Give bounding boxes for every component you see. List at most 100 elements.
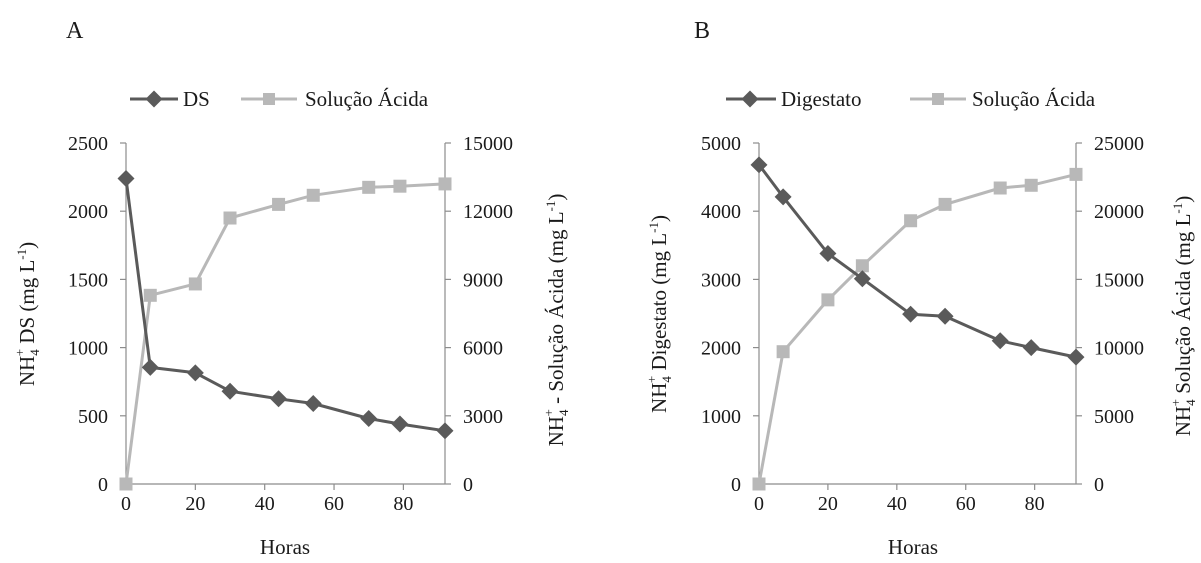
left-tick-label: 1500 [68, 269, 108, 291]
data-point-solucao-acida [272, 197, 286, 211]
right-tick-label: 10000 [1094, 338, 1144, 360]
right-tick-label: 12000 [463, 201, 513, 223]
left-tick-label: 0 [98, 474, 108, 496]
data-point-solucao-acida [119, 477, 133, 491]
data-point-solucao-acida [821, 293, 835, 307]
left-tick-label: 0 [731, 474, 741, 496]
data-point-solucao-acida [1024, 178, 1038, 192]
data-point-digestato [1067, 348, 1085, 366]
x-tick-label: 40 [887, 493, 907, 515]
left-tick-label: 2500 [68, 133, 108, 155]
x-tick-label: 20 [185, 493, 205, 515]
data-point-ds [270, 390, 288, 408]
panel-a-right-ticks: 0 3000 6000 9000 12000 15000 [445, 133, 513, 496]
panel-a-left-ticks: 0 500 1000 1500 2000 2500 [68, 133, 126, 496]
series-line-solucao-acida [124, 182, 446, 485]
data-point-solucao-acida [188, 277, 202, 291]
data-point-ds [436, 422, 454, 440]
data-point-solucao-acida [855, 259, 869, 273]
right-tick-label: 9000 [463, 269, 503, 291]
data-point-digestato [1022, 339, 1040, 357]
data-point-solucao-acida [938, 197, 952, 211]
data-point-solucao-acida [306, 188, 320, 202]
panel-b-right-ticks: 0 5000 10000 15000 20000 25000 [1076, 133, 1144, 496]
right-tick-label: 25000 [1094, 133, 1144, 155]
data-point-digestato [819, 244, 837, 262]
panel-a: A DS Solução Ácida 05001000150020002500 … [12, 18, 571, 559]
right-tick-label: 6000 [463, 338, 503, 360]
series-line-solucao-acida [757, 172, 1077, 485]
x-tick-label: 40 [255, 493, 275, 515]
x-tick-label: 20 [818, 493, 838, 515]
panel-b-ylabel-right: NH4+ Solução Ácida (mg L-1) [1168, 196, 1198, 436]
panel-b-legend: Digestato Solução Ácida [726, 87, 1096, 111]
left-tick-label: 4000 [701, 201, 741, 223]
data-point-digestato [936, 307, 954, 325]
x-tick-label: 0 [121, 493, 131, 515]
panel-a-xlabel: Horas [260, 535, 310, 559]
data-point-solucao-acida [1069, 167, 1083, 181]
data-point-digestato [902, 305, 920, 323]
series-line-ds [124, 178, 446, 433]
series-line-digestato [757, 163, 1077, 359]
legend-marker-solucao-acida [263, 93, 275, 105]
data-point-solucao-acida [776, 345, 790, 359]
data-point-digestato [853, 270, 871, 288]
data-point-digestato [774, 188, 792, 206]
legend-entry-solucao-acida-b: Solução Ácida [910, 87, 1096, 111]
left-tick-label: 500 [78, 406, 108, 428]
left-tick-label: 3000 [701, 269, 741, 291]
x-tick-label: 60 [956, 493, 976, 515]
right-tick-label: 15000 [463, 133, 513, 155]
data-point-solucao-acida [438, 177, 452, 191]
panel-a-x-ticks: 0 20 40 60 80 [121, 484, 413, 515]
panel-b-xlabel: Horas [888, 535, 938, 559]
data-point-solucao-acida [752, 477, 766, 491]
data-point-solucao-acida [393, 179, 407, 193]
data-point-ds [117, 169, 135, 187]
right-tick-label: 20000 [1094, 201, 1144, 223]
data-point-ds [391, 415, 409, 433]
legend-label-ds: DS [183, 87, 210, 111]
legend-marker-ds [145, 90, 163, 108]
panel-b-x-ticks: 0 20 40 60 80 [754, 484, 1045, 515]
legend-label-solucao-acida: Solução Ácida [305, 87, 429, 111]
data-point-solucao-acida [362, 180, 376, 194]
data-point-digestato [750, 156, 768, 174]
left-tick-label: 2000 [68, 201, 108, 223]
left-tick-label: 1000 [701, 406, 741, 428]
panel-a-series [117, 169, 454, 491]
legend-marker-digestato [741, 90, 759, 108]
data-point-ds [221, 382, 239, 400]
panel-a-ylabel-left: NH4+ DS (mg L-1) [12, 242, 42, 386]
right-tick-label: 0 [1094, 474, 1104, 496]
panel-a-ylabel-right: NH4+ - Solução Ácida (mg L-1) [541, 194, 571, 447]
panel-b-axes [758, 143, 1077, 485]
panel-a-axes [125, 143, 446, 485]
left-tick-label: 5000 [701, 133, 741, 155]
x-tick-label: 60 [324, 493, 344, 515]
data-point-ds [141, 358, 159, 376]
legend-entry-ds: DS [130, 87, 210, 111]
x-tick-label: 80 [1025, 493, 1045, 515]
panel-a-legend: DS Solução Ácida [130, 87, 429, 111]
x-tick-label: 80 [393, 493, 413, 515]
right-tick-label: 15000 [1094, 269, 1144, 291]
data-point-ds [186, 364, 204, 382]
left-tick-label: 2000 [701, 338, 741, 360]
legend-entry-digestato: Digestato [726, 87, 861, 111]
data-point-ds [360, 410, 378, 428]
right-tick-label: 5000 [1094, 406, 1134, 428]
data-point-solucao-acida [904, 214, 918, 228]
x-tick-label: 0 [754, 493, 764, 515]
legend-entry-solucao-acida: Solução Ácida [241, 87, 429, 111]
data-point-ds [304, 395, 322, 413]
data-point-digestato [991, 332, 1009, 350]
panel-b-ylabel-left: NH4+ Digestato (mg L-1) [644, 215, 674, 413]
data-point-solucao-acida [993, 181, 1007, 195]
panel-b: B Digestato Solução Ácida 01000200030004… [644, 18, 1198, 559]
panel-b-series [750, 156, 1085, 491]
right-tick-label: 0 [463, 474, 473, 496]
right-tick-label: 3000 [463, 406, 503, 428]
